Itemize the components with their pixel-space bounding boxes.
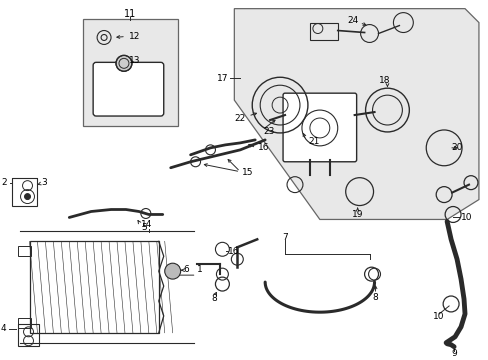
Text: 10: 10 xyxy=(460,213,471,222)
Bar xyxy=(18,246,31,256)
Text: 23: 23 xyxy=(263,127,274,136)
Text: 17: 17 xyxy=(216,74,228,83)
Bar xyxy=(18,324,40,346)
Text: 18: 18 xyxy=(378,76,389,85)
Text: 3: 3 xyxy=(41,178,47,187)
Text: 7: 7 xyxy=(282,233,287,242)
Circle shape xyxy=(164,263,180,279)
Text: 14: 14 xyxy=(141,220,152,229)
Text: 12: 12 xyxy=(129,32,140,41)
Text: 15: 15 xyxy=(242,168,253,177)
Text: 8: 8 xyxy=(372,293,378,302)
Text: 22: 22 xyxy=(234,113,245,122)
FancyBboxPatch shape xyxy=(283,93,356,162)
Text: 16: 16 xyxy=(258,143,269,152)
Text: 2: 2 xyxy=(1,178,7,187)
Bar xyxy=(83,19,177,126)
Text: 4: 4 xyxy=(1,324,7,333)
Text: 20: 20 xyxy=(450,143,462,152)
Text: 6: 6 xyxy=(183,265,189,274)
Text: 13: 13 xyxy=(129,56,140,65)
Text: 10: 10 xyxy=(432,312,444,321)
Circle shape xyxy=(116,55,132,71)
Bar xyxy=(12,178,38,206)
Polygon shape xyxy=(234,9,478,220)
Text: 8: 8 xyxy=(211,294,217,303)
Text: 1: 1 xyxy=(196,265,202,274)
Text: 11: 11 xyxy=(123,9,136,19)
Bar xyxy=(309,23,337,40)
Text: 19: 19 xyxy=(351,210,363,219)
FancyBboxPatch shape xyxy=(93,62,163,116)
Text: 5: 5 xyxy=(141,223,146,232)
Text: 16: 16 xyxy=(228,247,240,256)
Bar xyxy=(29,241,159,333)
Text: 24: 24 xyxy=(347,16,358,25)
Circle shape xyxy=(24,194,30,199)
Bar xyxy=(18,318,31,328)
Text: 21: 21 xyxy=(307,138,319,147)
Text: 9: 9 xyxy=(450,349,456,358)
